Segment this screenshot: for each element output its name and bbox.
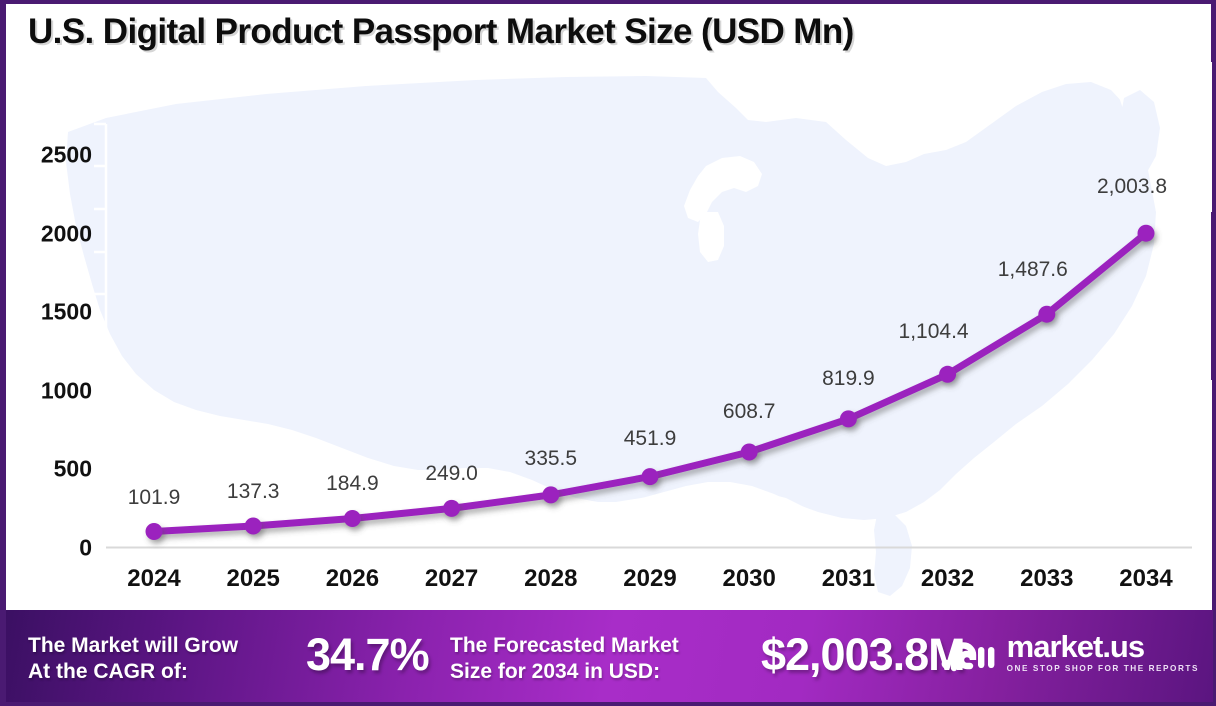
data-point-marker[interactable] — [542, 486, 560, 504]
y-tick-label: 1000 — [40, 377, 92, 404]
data-point-label: 2,003.8 — [1096, 175, 1168, 199]
x-tick-label: 2033 — [1020, 565, 1074, 592]
data-point-marker[interactable] — [343, 510, 361, 527]
market-us-mark-icon — [941, 642, 995, 671]
page-title: U.S. Digital Product Passport Market Siz… — [28, 12, 854, 51]
data-point-label: 137.3 — [226, 479, 280, 503]
data-point-label: 819.9 — [822, 366, 875, 390]
data-point-marker[interactable] — [443, 499, 461, 517]
x-tick-label: 2031 — [821, 565, 876, 592]
data-point-marker[interactable] — [145, 523, 163, 540]
logo-tagline: ONE STOP SHOP FOR THE REPORTS — [1006, 664, 1199, 674]
plot-area: 0 500 1000 1500 2000 2500 101.9 137.3 184.9 249.… — [6, 62, 1212, 614]
brand-logo[interactable]: market.us ONE STOP SHOP FOR THE REPORTS — [940, 629, 1199, 674]
cagr-label-line2: At the CAGR of: — [28, 659, 188, 683]
data-point-marker[interactable] — [1137, 224, 1155, 242]
x-tick-label: 2026 — [325, 565, 380, 592]
forecast-label-line1: The Forecasted Market — [450, 634, 679, 657]
data-point-label: 608.7 — [722, 400, 776, 424]
data-point-label: 451.9 — [623, 426, 677, 450]
data-point-label: 1,487.6 — [997, 258, 1068, 282]
x-tick-label: 2032 — [920, 565, 975, 592]
x-tick-label: 2027 — [424, 565, 479, 592]
data-point-marker[interactable] — [839, 410, 857, 428]
data-point-label: 249.0 — [425, 462, 478, 486]
data-point-label: 184.9 — [326, 472, 379, 496]
data-point-marker[interactable] — [939, 365, 957, 383]
x-axis-labels: 2024 2025 2026 2027 2028 2029 2030 2031 2032 2033… — [6, 565, 1212, 605]
y-axis-labels: 0 500 1000 1500 2000 2500 — [6, 62, 92, 614]
series-layer: 101.9 137.3 184.9 249.0 335.5 451.9 608.7 819.9… — [6, 62, 1212, 614]
data-point-marker[interactable] — [740, 443, 758, 461]
x-tick-label: 2034 — [1119, 565, 1173, 592]
x-tick-label: 2029 — [623, 565, 677, 592]
y-tick-label: 500 — [53, 455, 92, 482]
market-size-points — [145, 224, 1155, 540]
x-tick-label: 2030 — [722, 565, 776, 592]
line-series-svg — [106, 224, 1192, 549]
y-tick-label: 2500 — [40, 141, 92, 168]
data-point-marker[interactable] — [1038, 305, 1056, 323]
summary-banner: The Market will Grow At the CAGR of: 34.… — [6, 610, 1213, 702]
forecast-label-line2: Size for 2034 in USD: — [450, 659, 661, 683]
y-tick-label: 1500 — [40, 298, 92, 325]
data-point-label: 335.5 — [524, 446, 578, 470]
forecast-label: The Forecasted Market Size for 2034 in U… — [450, 633, 760, 684]
data-point-label: 101.9 — [127, 485, 181, 509]
forecast-value: $2,003.8M — [761, 629, 966, 680]
cagr-label-line1: The Market will Grow — [28, 634, 239, 657]
data-point-marker[interactable] — [641, 468, 659, 486]
data-point-marker[interactable] — [244, 517, 262, 535]
y-tick-label: 0 — [79, 534, 92, 560]
logo-name: market.us — [1006, 629, 1145, 664]
x-tick-label: 2024 — [127, 565, 181, 592]
x-tick-label: 2028 — [524, 565, 578, 592]
cagr-value: 34.7% — [306, 629, 430, 680]
x-tick-label: 2025 — [226, 565, 280, 592]
logo-text-block: market.us ONE STOP SHOP FOR THE REPORTS — [1006, 629, 1199, 674]
data-point-label: 1,104.4 — [898, 320, 969, 344]
cagr-label: The Market will Grow At the CAGR of: — [28, 633, 298, 684]
y-tick-label: 2000 — [40, 220, 92, 247]
